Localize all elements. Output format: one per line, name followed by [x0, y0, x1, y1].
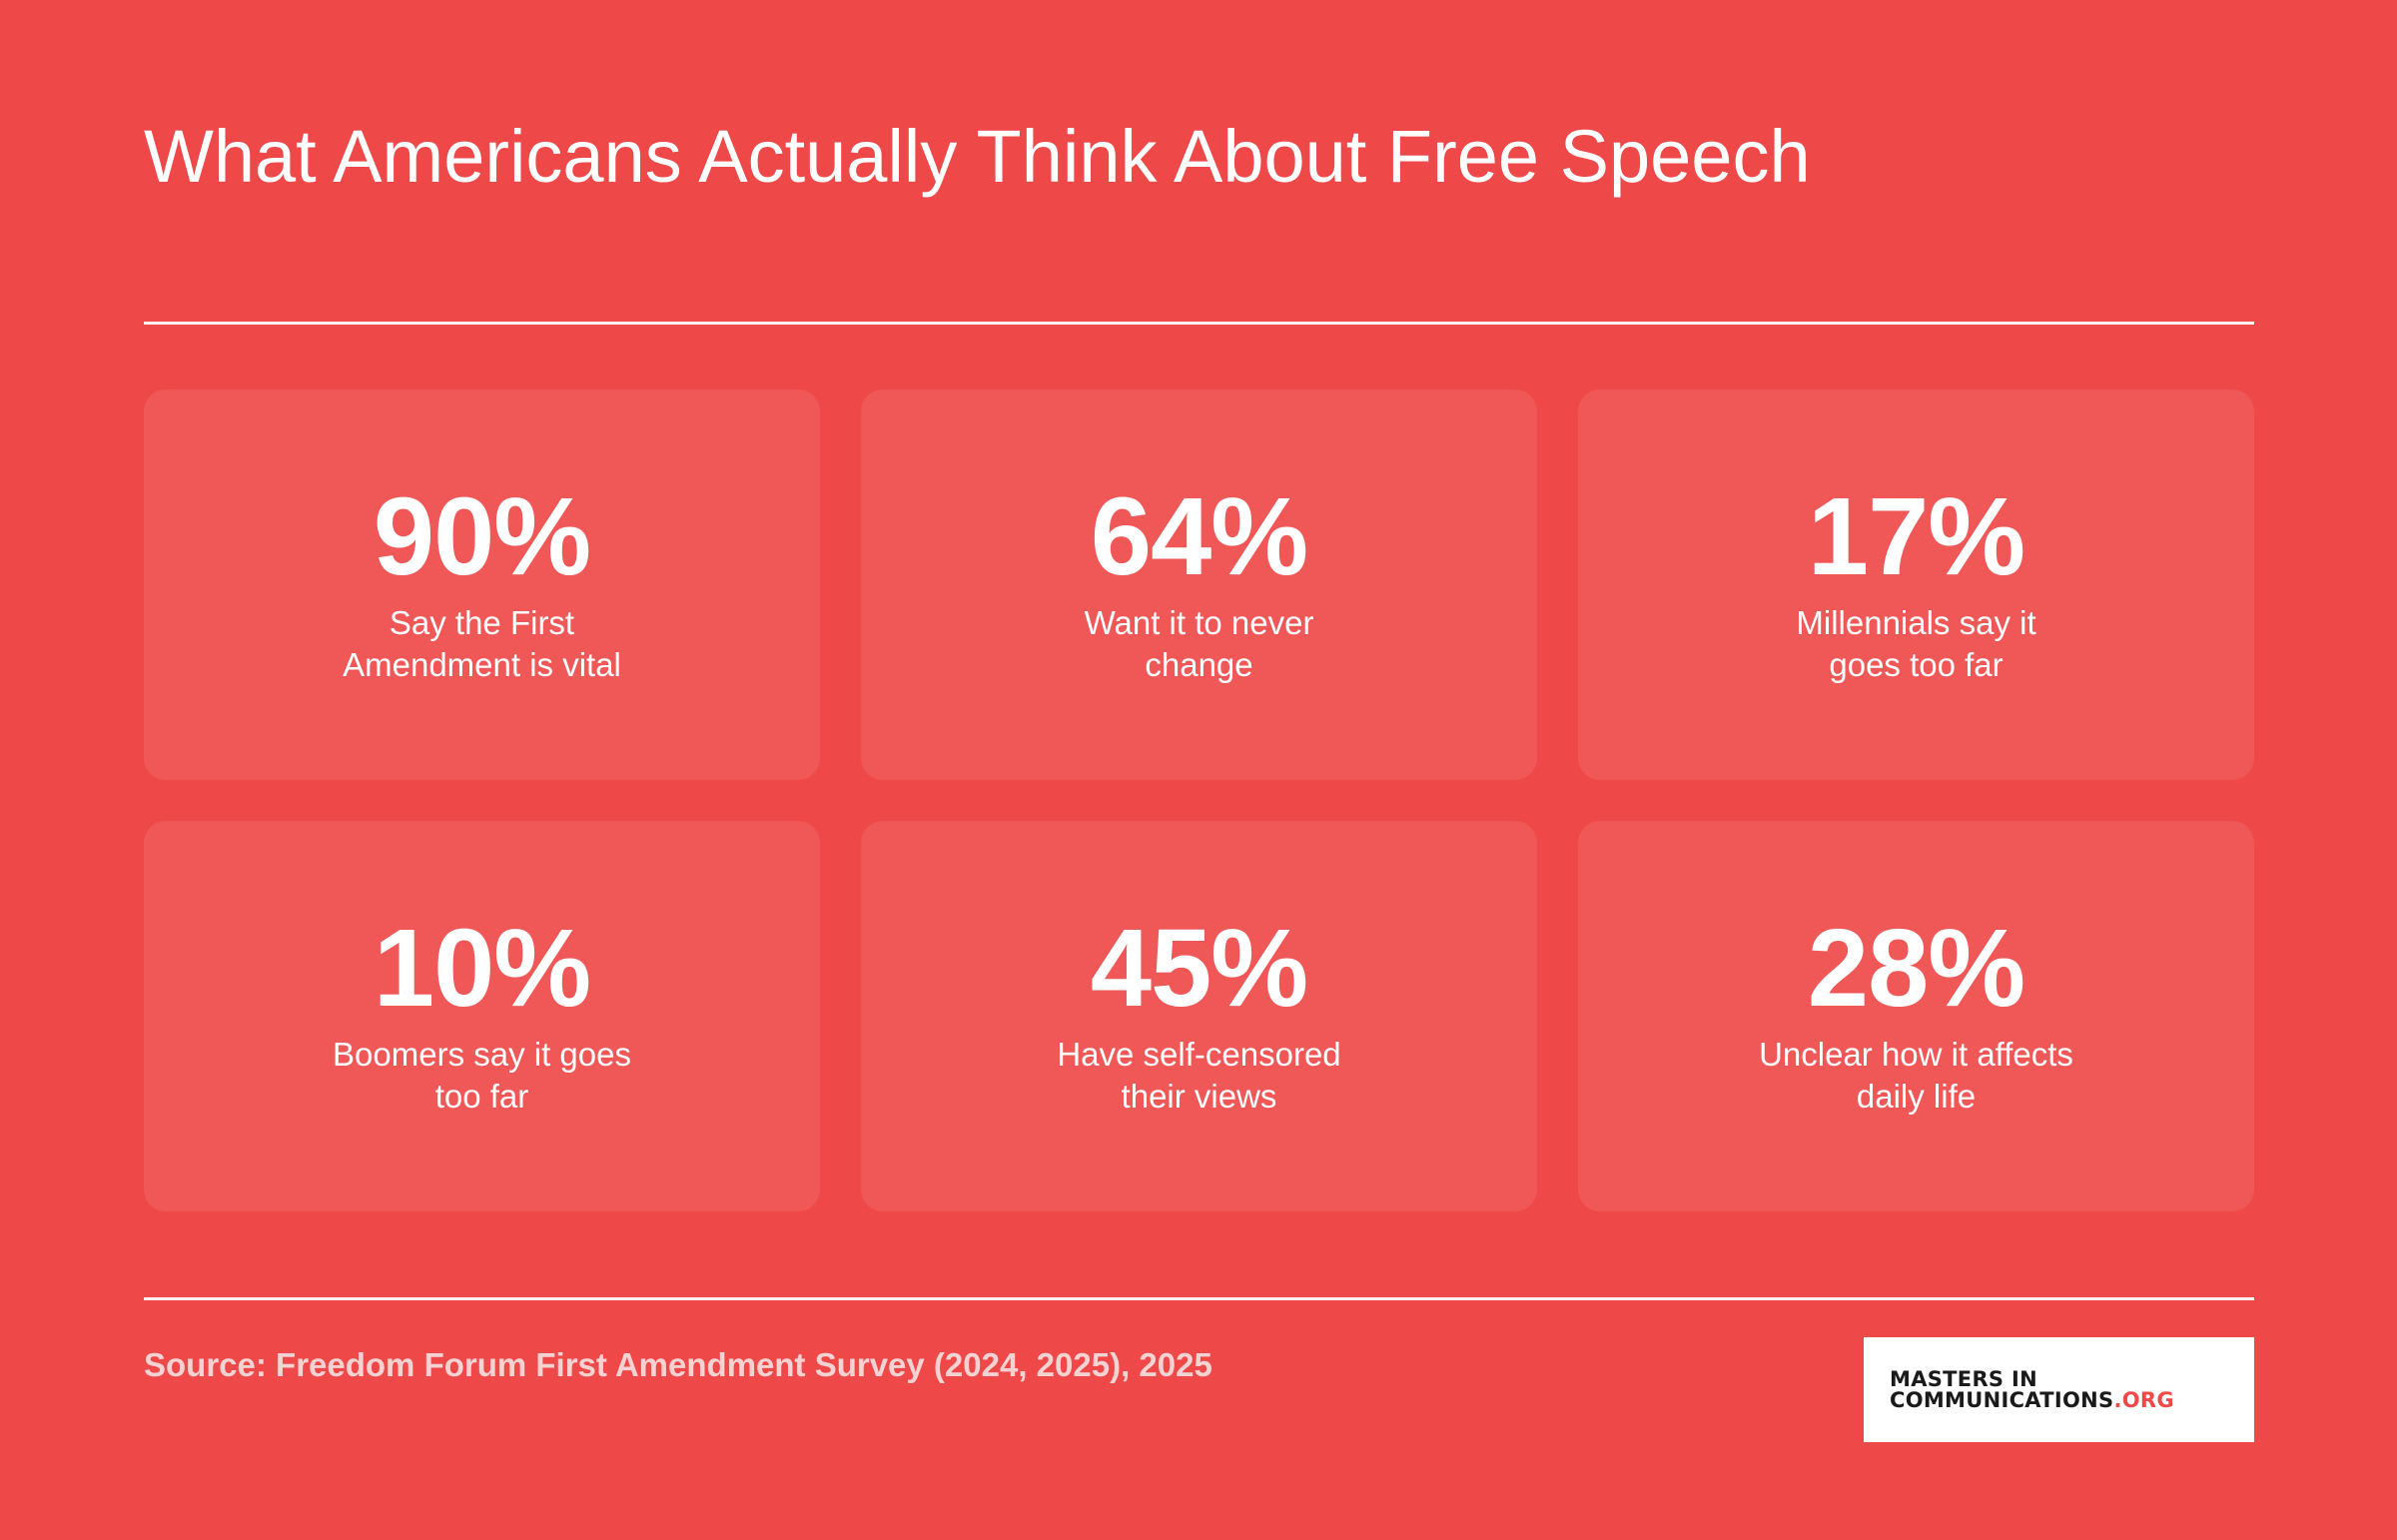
stat-label: Want it to never change [1040, 602, 1359, 686]
stat-card: 64% Want it to never change [861, 389, 1537, 780]
stat-value: 17% [1807, 474, 2025, 598]
stats-grid: 90% Say the First Amendment is vital 64%… [144, 389, 2254, 1211]
stat-label-line: Want it to never [1084, 603, 1314, 641]
page-title: What Americans Actually Think About Free… [144, 115, 1811, 198]
brand-logo[interactable]: MASTERS IN COMMUNICATIONS.ORG [1864, 1337, 2254, 1442]
stat-label-line: daily life [1856, 1077, 1977, 1115]
stat-label-line: Millennials say it [1796, 603, 2036, 641]
stat-value: 10% [373, 906, 591, 1030]
stat-label: Say the First Amendment is vital [323, 602, 642, 686]
stat-card: 10% Boomers say it goes too far [144, 821, 820, 1211]
stat-label-line: Say the First [389, 603, 575, 641]
logo-line-1: MASTERS IN [1890, 1366, 2037, 1391]
stat-label-line: their views [1121, 1077, 1277, 1115]
stat-label-line: too far [434, 1077, 529, 1115]
logo-line-2: COMMUNICATIONS.ORG [1890, 1387, 2254, 1412]
stat-value: 90% [373, 474, 591, 598]
stat-label-line: goes too far [1829, 645, 2003, 683]
stat-label-line: Have self-censored [1057, 1035, 1341, 1073]
stat-label: Unclear how it affects daily life [1757, 1034, 2076, 1118]
stat-value: 45% [1090, 906, 1308, 1030]
logo-domain-suffix: .ORG [2113, 1387, 2174, 1412]
stat-card: 45% Have self-censored their views [861, 821, 1537, 1211]
logo-wordmark: COMMUNICATIONS [1890, 1387, 2114, 1412]
stat-value: 64% [1090, 474, 1308, 598]
stat-label-line: Unclear how it affects [1759, 1035, 2073, 1073]
stat-label: Millennials say it goes too far [1757, 602, 2076, 686]
bottom-divider [144, 1297, 2254, 1300]
stat-label-line: Amendment is vital [343, 645, 621, 683]
stat-value: 28% [1807, 906, 2025, 1030]
stat-card: 90% Say the First Amendment is vital [144, 389, 820, 780]
stat-label: Have self-censored their views [1040, 1034, 1359, 1118]
stat-card: 28% Unclear how it affects daily life [1578, 821, 2254, 1211]
stat-card: 17% Millennials say it goes too far [1578, 389, 2254, 780]
stat-label-line: change [1145, 645, 1253, 683]
source-citation: Source: Freedom Forum First Amendment Su… [144, 1346, 1212, 1383]
stat-label: Boomers say it goes too far [323, 1034, 642, 1118]
stat-label-line: Boomers say it goes [333, 1035, 631, 1073]
top-divider [144, 322, 2254, 325]
